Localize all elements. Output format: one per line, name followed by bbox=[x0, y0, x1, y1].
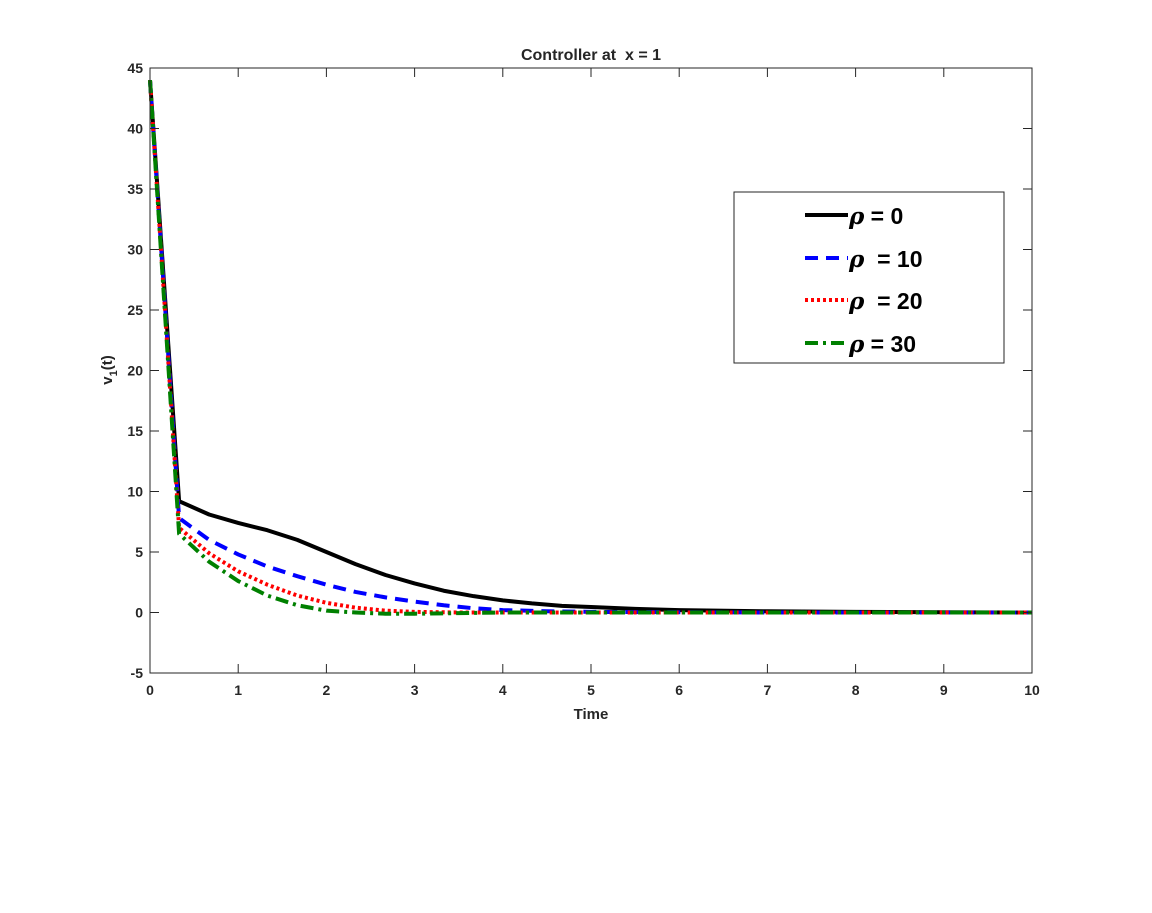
x-tick-label: 5 bbox=[587, 682, 595, 698]
legend-label-rest: = 0 bbox=[864, 203, 903, 229]
legend-entry: ρ = 10 bbox=[805, 246, 922, 273]
series-layer bbox=[148, 79, 1033, 616]
x-tick-label: 10 bbox=[1024, 682, 1040, 698]
y-tick-label: 35 bbox=[127, 181, 143, 197]
x-tick-label: 1 bbox=[234, 682, 242, 698]
x-tick-label: 2 bbox=[323, 682, 331, 698]
legend-rho-symbol: ρ bbox=[848, 203, 865, 230]
x-tick-label: 4 bbox=[499, 682, 507, 698]
x-tick-label: 8 bbox=[852, 682, 860, 698]
series-line bbox=[148, 79, 1032, 616]
legend-entry: ρ = 0 bbox=[805, 203, 903, 230]
y-tick-label: 10 bbox=[127, 484, 143, 500]
legend-label: ρ = 10 bbox=[848, 246, 922, 273]
y-tick-label: 45 bbox=[127, 60, 143, 76]
legend: ρ = 0 ρ = 10 ρ = 20 ρ = 30 bbox=[733, 191, 1005, 364]
legend-label: ρ = 20 bbox=[848, 288, 922, 315]
y-tick-label: 30 bbox=[127, 242, 143, 258]
legend-rho-symbol: ρ bbox=[848, 288, 865, 315]
legend-label-rest: = 20 bbox=[864, 288, 922, 314]
y-axis-title-suffix: (t) bbox=[99, 355, 116, 370]
y-tick-label: 20 bbox=[127, 363, 143, 379]
legend-entry: ρ = 20 bbox=[805, 288, 922, 315]
legend-rho-symbol: ρ bbox=[848, 246, 865, 273]
x-tick-label: 6 bbox=[675, 682, 683, 698]
y-axis-title: v1(t) bbox=[99, 355, 120, 384]
legend-label-rest: = 30 bbox=[864, 331, 916, 357]
y-axis-title-base: v bbox=[99, 376, 116, 385]
y-axis-title-subscript: 1 bbox=[108, 370, 120, 376]
x-tick-label: 3 bbox=[411, 682, 419, 698]
y-tick-label: 5 bbox=[135, 544, 143, 560]
x-tick-label: 9 bbox=[940, 682, 948, 698]
legend-label: ρ = 30 bbox=[848, 331, 916, 358]
y-tick-label: 25 bbox=[127, 302, 143, 318]
y-tick-label: 40 bbox=[127, 121, 143, 137]
x-tick-label: 0 bbox=[146, 682, 154, 698]
y-tick-label: 0 bbox=[135, 605, 143, 621]
legend-entry: ρ = 30 bbox=[805, 331, 916, 358]
legend-box bbox=[733, 191, 1005, 364]
x-tick-label: 7 bbox=[764, 682, 772, 698]
x-axis-title: Time bbox=[574, 706, 609, 723]
legend-rho-symbol: ρ bbox=[848, 331, 865, 358]
legend-label-rest: = 10 bbox=[864, 246, 922, 272]
y-tick-label: 15 bbox=[127, 423, 143, 439]
series-line bbox=[148, 79, 1032, 615]
chart-title: Controller at x = 1 bbox=[521, 47, 661, 64]
legend-label: ρ = 0 bbox=[848, 203, 903, 230]
y-tick-label: -5 bbox=[131, 665, 144, 681]
